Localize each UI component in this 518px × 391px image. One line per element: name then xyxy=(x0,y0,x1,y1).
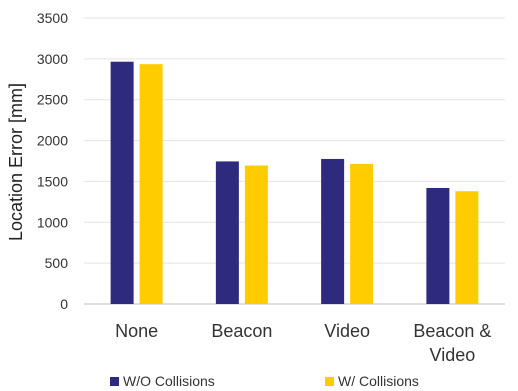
legend-label: W/O Collisions xyxy=(123,373,215,389)
y-tick-label: 1000 xyxy=(37,214,68,230)
y-tick-label: 2500 xyxy=(37,92,68,108)
bar xyxy=(350,163,374,304)
bar xyxy=(455,191,479,304)
x-category-label: Beacon xyxy=(211,321,272,341)
bar xyxy=(215,161,239,304)
bar xyxy=(426,187,450,304)
bar xyxy=(110,61,134,304)
bar xyxy=(139,64,163,304)
x-axis-categories: None Beacon Video Beacon & Video xyxy=(115,321,491,365)
y-axis-title: Location Error [mm] xyxy=(6,83,26,241)
bar xyxy=(321,158,345,304)
legend-label: W/ Collisions xyxy=(338,373,419,389)
x-category-label: Beacon & Video xyxy=(413,321,491,365)
y-tick-label: 500 xyxy=(45,255,69,271)
y-tick-label: 3500 xyxy=(37,10,68,26)
bars xyxy=(110,61,479,304)
legend-swatch xyxy=(325,377,334,386)
x-category-label: None xyxy=(115,321,158,341)
y-tick-label: 0 xyxy=(60,296,68,312)
y-axis-ticks: 0 500 1000 1500 2000 2500 3000 3500 xyxy=(37,10,68,312)
legend: W/O Collisions W/ Collisions xyxy=(110,373,419,389)
bar xyxy=(244,165,268,304)
x-category-label: Video xyxy=(324,321,370,341)
y-tick-label: 3000 xyxy=(37,51,68,67)
y-tick-label: 2000 xyxy=(37,133,68,149)
legend-swatch xyxy=(110,377,119,386)
y-tick-label: 1500 xyxy=(37,173,68,189)
